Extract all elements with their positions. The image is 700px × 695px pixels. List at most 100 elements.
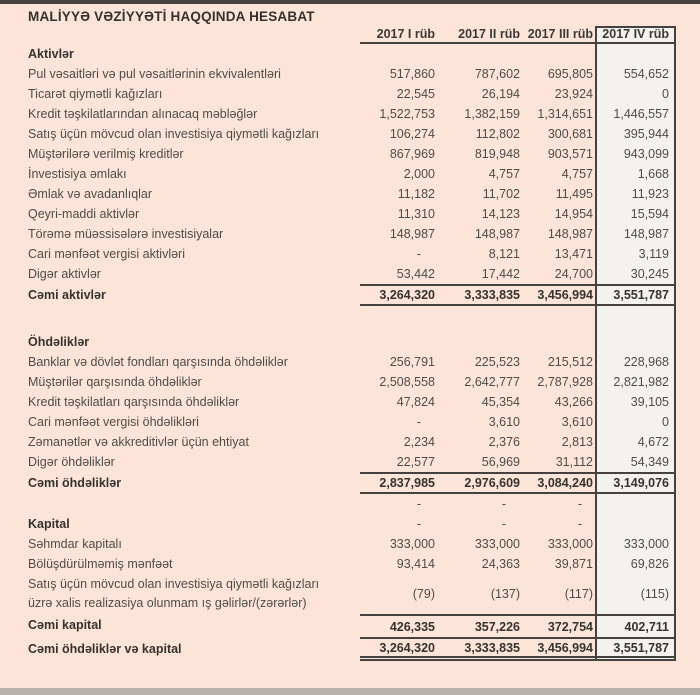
row-label: [0, 494, 360, 514]
cell-2017-i-rüb: 148,987: [389, 227, 435, 241]
cell-2017-iii-rüb: 3,456,994: [537, 640, 593, 655]
cell-2017-i-rüb: 11,182: [397, 187, 435, 201]
row-values: 517,860 787,602 695,805 554,652: [360, 64, 676, 84]
row-values: 256,791 225,523 215,512 228,968: [360, 352, 676, 372]
cell-2017-iii-rüb: 2,787,928: [537, 375, 593, 389]
q4-highlight-box: [595, 26, 676, 661]
cell-2017-iv-rüb: 3,149,076: [613, 476, 669, 490]
cell-2017-ii-rüb: 2,642,777: [464, 375, 520, 389]
row-label: Cəmi aktivlər: [28, 287, 106, 302]
spacer-row: [0, 306, 700, 332]
table-row: Əmlak və avadanlıqlar 11,182 11,702 11,495 1…: [0, 184, 700, 204]
row-label: Pul vəsaitləri və pul vəsaitlərinin ekvi…: [28, 66, 281, 81]
cell-2017-iii-rüb: -: [577, 517, 582, 531]
cell-2017-iii-rüb: 215,512: [547, 355, 593, 369]
cell-2017-i-rüb: 867,969: [389, 147, 435, 161]
cell-2017-i-rüb: 333,000: [389, 537, 435, 551]
total-row: Cəmi öhdəliklər və kapital 3,264,320 3,333…: [0, 637, 700, 661]
table-row: Satış üçün mövcud olan investisiya qiymə…: [0, 574, 700, 614]
cell-2017-i-rüb: 22,545: [396, 87, 435, 101]
cell-2017-iv-rüb: 402,711: [624, 619, 670, 634]
cell-2017-i-rüb: 2,000: [403, 167, 435, 181]
row-values: 867,969 819,948 903,571 943,099: [360, 144, 676, 164]
row-values: [360, 332, 676, 352]
cell-2017-iii-rüb: 3,084,240: [537, 476, 593, 490]
header-columns: 2017 I rüb 2017 II rüb 2017 III rüb 2017…: [360, 26, 676, 44]
section-heading-row: Öhdəliklər: [0, 332, 700, 352]
row-values: 11,310 14,123 14,954 15,594: [360, 204, 676, 224]
table-row: Kredit təşkilatları qarşısında öhdəliklə…: [0, 392, 700, 412]
cell-2017-iv-rüb: 1,446,557: [613, 107, 669, 121]
table-row: Bölüşdürülməmiş mənfəət 93,414 24,363 39,87…: [0, 554, 700, 574]
row-label: Əmlak və avadanlıqlar: [28, 186, 153, 201]
cell-2017-ii-rüb: 225,523: [474, 355, 520, 369]
row-label: Cari mənfəət vergisi aktivləri: [28, 246, 185, 261]
table-row: Digər aktivlər 53,442 17,442 24,700 30,245: [0, 264, 700, 284]
table-row: İnvestisiya əmlakı 2,000 4,757 4,757 1,668: [0, 164, 700, 184]
table-row: Törəmə müəssisələrə investisiyalar 148,98…: [0, 224, 700, 244]
cell-2017-iii-rüb: 31,112: [555, 455, 593, 469]
cell-2017-iv-rüb: (115): [640, 587, 669, 601]
row-values: 2,508,558 2,642,777 2,787,928 2,821,982: [360, 372, 676, 392]
cell-2017-ii-rüb: -: [501, 497, 506, 511]
row-values: 11,182 11,702 11,495 11,923: [360, 184, 676, 204]
cell-2017-ii-rüb: -: [501, 517, 506, 531]
table-row: Qeyri-maddi aktivlər 11,310 14,123 14,954 15…: [0, 204, 700, 224]
row-label: Törəmə müəssisələrə investisiyalar: [28, 226, 224, 241]
cell-2017-iii-rüb: 4,757: [561, 167, 593, 181]
cell-2017-i-rüb: 2,508,558: [379, 375, 435, 389]
row-values: 333,000 333,000 333,000 333,000: [360, 534, 676, 554]
row-label-line2: üzrə xalis realizasiya olunmam ış gəlirl…: [28, 596, 307, 610]
cell-2017-ii-rüb: 14,123: [481, 207, 520, 221]
cell-2017-iii-rüb: -: [577, 497, 582, 511]
cell-2017-iv-rüb: 148,987: [623, 227, 669, 241]
cell-2017-i-rüb: 22,577: [396, 455, 435, 469]
row-label: Qeyri-maddi aktivlər: [28, 206, 140, 221]
row-values: - 3,610 3,610 0: [360, 412, 676, 432]
row-values: 3,264,320 3,333,835 3,456,994 3,551,787: [360, 284, 676, 306]
cell-2017-i-rüb: 53,442: [396, 267, 435, 281]
row-values: 93,414 24,363 39,871 69,826: [360, 554, 676, 574]
cell-2017-iv-rüb: 554,652: [623, 67, 669, 81]
cell-2017-iv-rüb: 2,821,982: [613, 375, 669, 389]
section-heading-row: Aktivlər: [0, 44, 700, 64]
cell-2017-iii-rüb: 14,954: [554, 207, 593, 221]
cell-2017-iv-rüb: 11,923: [631, 187, 669, 201]
cell-2017-ii-rüb: 56,969: [481, 455, 520, 469]
row-values: 106,274 112,802 300,681 395,944: [360, 124, 676, 144]
cell-2017-iv-rüb: 30,245: [630, 267, 669, 281]
cell-2017-iv-rüb: 3,551,787: [613, 640, 669, 655]
cell-2017-ii-rüb: 8,121: [488, 247, 520, 261]
cell-2017-iv-rüb: 1,668: [637, 167, 669, 181]
row-label: Banklar və dövlət fondları qarşısında öh…: [28, 354, 288, 369]
row-values: 148,987 148,987 148,987 148,987: [360, 224, 676, 244]
total-row: Cəmi aktivlər 3,264,320 3,333,835 3,456,994…: [0, 284, 700, 306]
column-header-q4: 2017 IV rüb: [602, 27, 669, 41]
table-row: Satış üçün mövcud olan investisiya qiymə…: [0, 124, 700, 144]
cell-2017-ii-rüb: 4,757: [488, 167, 520, 181]
row-label: Kredit təşkilatlarından alınacaq məbləğl…: [28, 106, 258, 121]
row-label: Satış üçün mövcud olan investisiya qiymə…: [28, 126, 320, 141]
row-label-line1: Satış üçün mövcud olan investisiya qiymə…: [28, 577, 320, 591]
cell-2017-ii-rüb: 17,442: [481, 267, 520, 281]
table-row: Cari mənfəət vergisi öhdəlikləri - 3,610 3,…: [0, 412, 700, 432]
row-values: 47,824 45,354 43,266 39,105: [360, 392, 676, 412]
row-label: Zəmanətlər və akkreditivlər üçün ehtiyat: [28, 434, 249, 449]
cell-2017-i-rüb: 3,264,320: [379, 640, 435, 655]
cell-2017-ii-rüb: 3,610: [488, 415, 520, 429]
row-label: [0, 306, 360, 332]
table-row: Banklar və dövlət fondları qarşısında öh…: [0, 352, 700, 372]
total-row: Cəmi öhdəliklər 2,837,985 2,976,609 3,084,2…: [0, 472, 700, 494]
cell-2017-ii-rüb: 2,376: [488, 435, 520, 449]
row-values: - 8,121 13,471 3,119: [360, 244, 676, 264]
cell-2017-iii-rüb: 24,700: [554, 267, 593, 281]
row-label: Digər öhdəliklər: [28, 454, 115, 469]
row-values: 22,545 26,194 23,924 0: [360, 84, 676, 104]
cell-2017-iii-rüb: 695,805: [547, 67, 593, 81]
column-header-q2: 2017 II rüb: [458, 27, 520, 41]
cell-2017-i-rüb: 2,234: [403, 435, 435, 449]
table-row: Zəmanətlər və akkreditivlər üçün ehtiyat…: [0, 432, 700, 452]
row-label: Cəmi öhdəliklər və kapital: [28, 641, 182, 656]
cell-2017-i-rüb: 47,824: [396, 395, 435, 409]
cell-2017-iii-rüb: 903,571: [547, 147, 593, 161]
